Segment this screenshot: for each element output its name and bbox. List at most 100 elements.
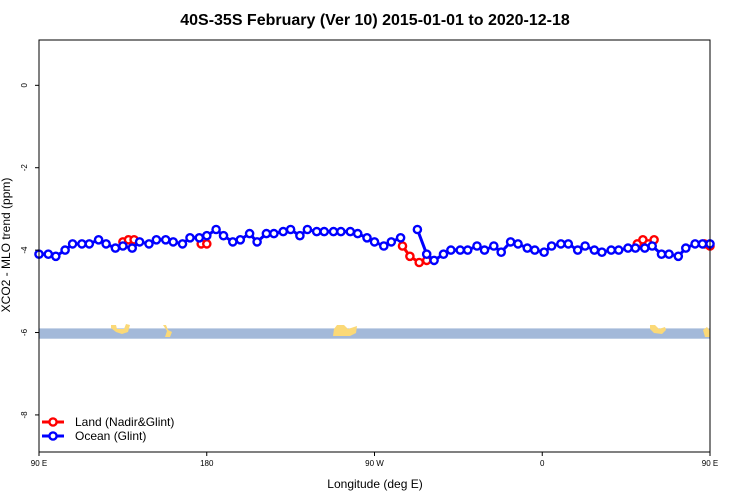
data-point <box>278 226 289 237</box>
data-point <box>378 241 389 251</box>
data-point <box>177 239 188 249</box>
y-tick-label: -6 <box>20 328 29 336</box>
data-point <box>127 243 137 253</box>
y-tick-label: -2 <box>20 164 29 172</box>
data-point <box>640 243 650 253</box>
legend-entry: Ocean (Glint) <box>42 429 146 443</box>
data-point <box>546 241 557 251</box>
data-point <box>328 226 339 237</box>
data-point <box>455 245 466 255</box>
x-tick-label: 90 W <box>365 459 384 468</box>
data-point <box>438 249 449 259</box>
map-band <box>39 324 710 339</box>
map-band-land <box>333 325 357 336</box>
x-axis-label: Longitude (deg E) <box>327 477 422 491</box>
y-tick-label: 0 <box>20 83 29 88</box>
data-point <box>185 232 195 243</box>
data-point <box>556 239 566 249</box>
x-tick-label: 0 <box>540 459 545 468</box>
legend: Land (Nadir&Glint)Ocean (Glint) <box>42 415 174 443</box>
y-tick-label: -4 <box>20 246 29 254</box>
data-point <box>118 241 128 251</box>
x-tick-label: 90 E <box>702 459 718 468</box>
data-point <box>472 241 482 251</box>
map-band-land <box>650 325 666 334</box>
data-point <box>462 245 473 255</box>
chart-title: 40S-35S February (Ver 10) 2015-01-01 to … <box>180 12 570 29</box>
data-point <box>405 251 415 262</box>
data-point <box>252 237 262 247</box>
data-point <box>227 237 238 247</box>
series-layer <box>34 224 715 268</box>
data-point <box>522 243 533 253</box>
data-point <box>51 251 61 262</box>
data-point <box>194 232 205 243</box>
data-point <box>606 245 617 255</box>
data-point <box>414 257 425 268</box>
data-point <box>697 239 708 249</box>
data-point <box>60 245 70 255</box>
series-ocean <box>34 224 715 266</box>
legend-label: Ocean (Glint) <box>75 429 146 443</box>
map-band-land <box>163 325 172 337</box>
data-point <box>690 239 700 249</box>
data-point <box>168 237 178 247</box>
data-point <box>336 226 346 237</box>
data-point <box>101 239 111 249</box>
data-point <box>345 226 356 237</box>
data-point <box>201 230 212 241</box>
data-point <box>362 232 372 243</box>
data-point <box>352 228 363 239</box>
legend-marker <box>48 417 58 427</box>
data-point <box>429 255 439 266</box>
data-point <box>397 241 408 251</box>
data-point <box>235 234 246 245</box>
data-point <box>673 251 684 262</box>
data-point <box>285 224 296 235</box>
data-point <box>43 249 54 259</box>
data-point <box>664 249 674 259</box>
data-point <box>369 237 380 247</box>
data-point <box>77 239 87 249</box>
data-point <box>597 247 607 257</box>
data-point <box>93 234 104 245</box>
map-band-ocean <box>39 328 710 339</box>
data-point <box>656 249 667 259</box>
legend-marker <box>48 431 58 441</box>
data-point <box>421 249 432 259</box>
data-point <box>67 239 78 249</box>
x-tick-label: 180 <box>200 459 214 468</box>
y-axis-ticks: 0 -2 -4 -6 -8 <box>20 83 39 418</box>
data-point <box>623 243 633 253</box>
data-point <box>261 228 272 239</box>
data-point <box>302 224 313 235</box>
data-point <box>647 241 658 251</box>
data-point <box>613 245 624 255</box>
data-point <box>144 239 154 249</box>
data-point <box>151 234 162 245</box>
data-point <box>488 241 499 251</box>
data-point <box>269 228 279 239</box>
data-point <box>580 241 590 251</box>
data-point <box>218 230 229 241</box>
data-point <box>563 239 574 249</box>
map-band-land <box>703 327 710 337</box>
legend-entry: Land (Nadir&Glint) <box>42 415 174 429</box>
data-point <box>386 237 397 247</box>
data-point <box>244 228 255 239</box>
data-point <box>412 224 423 235</box>
y-axis-label: XCO2 - MLO trend (ppm) <box>0 178 13 313</box>
data-point <box>589 245 600 255</box>
data-point <box>319 226 330 237</box>
data-point <box>446 245 456 255</box>
data-point <box>681 243 691 253</box>
data-point <box>479 245 490 255</box>
x-tick-label: 90 E <box>31 459 47 468</box>
data-point <box>630 243 641 253</box>
legend-label: Land (Nadir&Glint) <box>75 415 174 429</box>
data-point <box>496 247 507 257</box>
data-point <box>505 237 516 247</box>
data-point <box>530 245 540 255</box>
map-band-land <box>111 324 130 334</box>
